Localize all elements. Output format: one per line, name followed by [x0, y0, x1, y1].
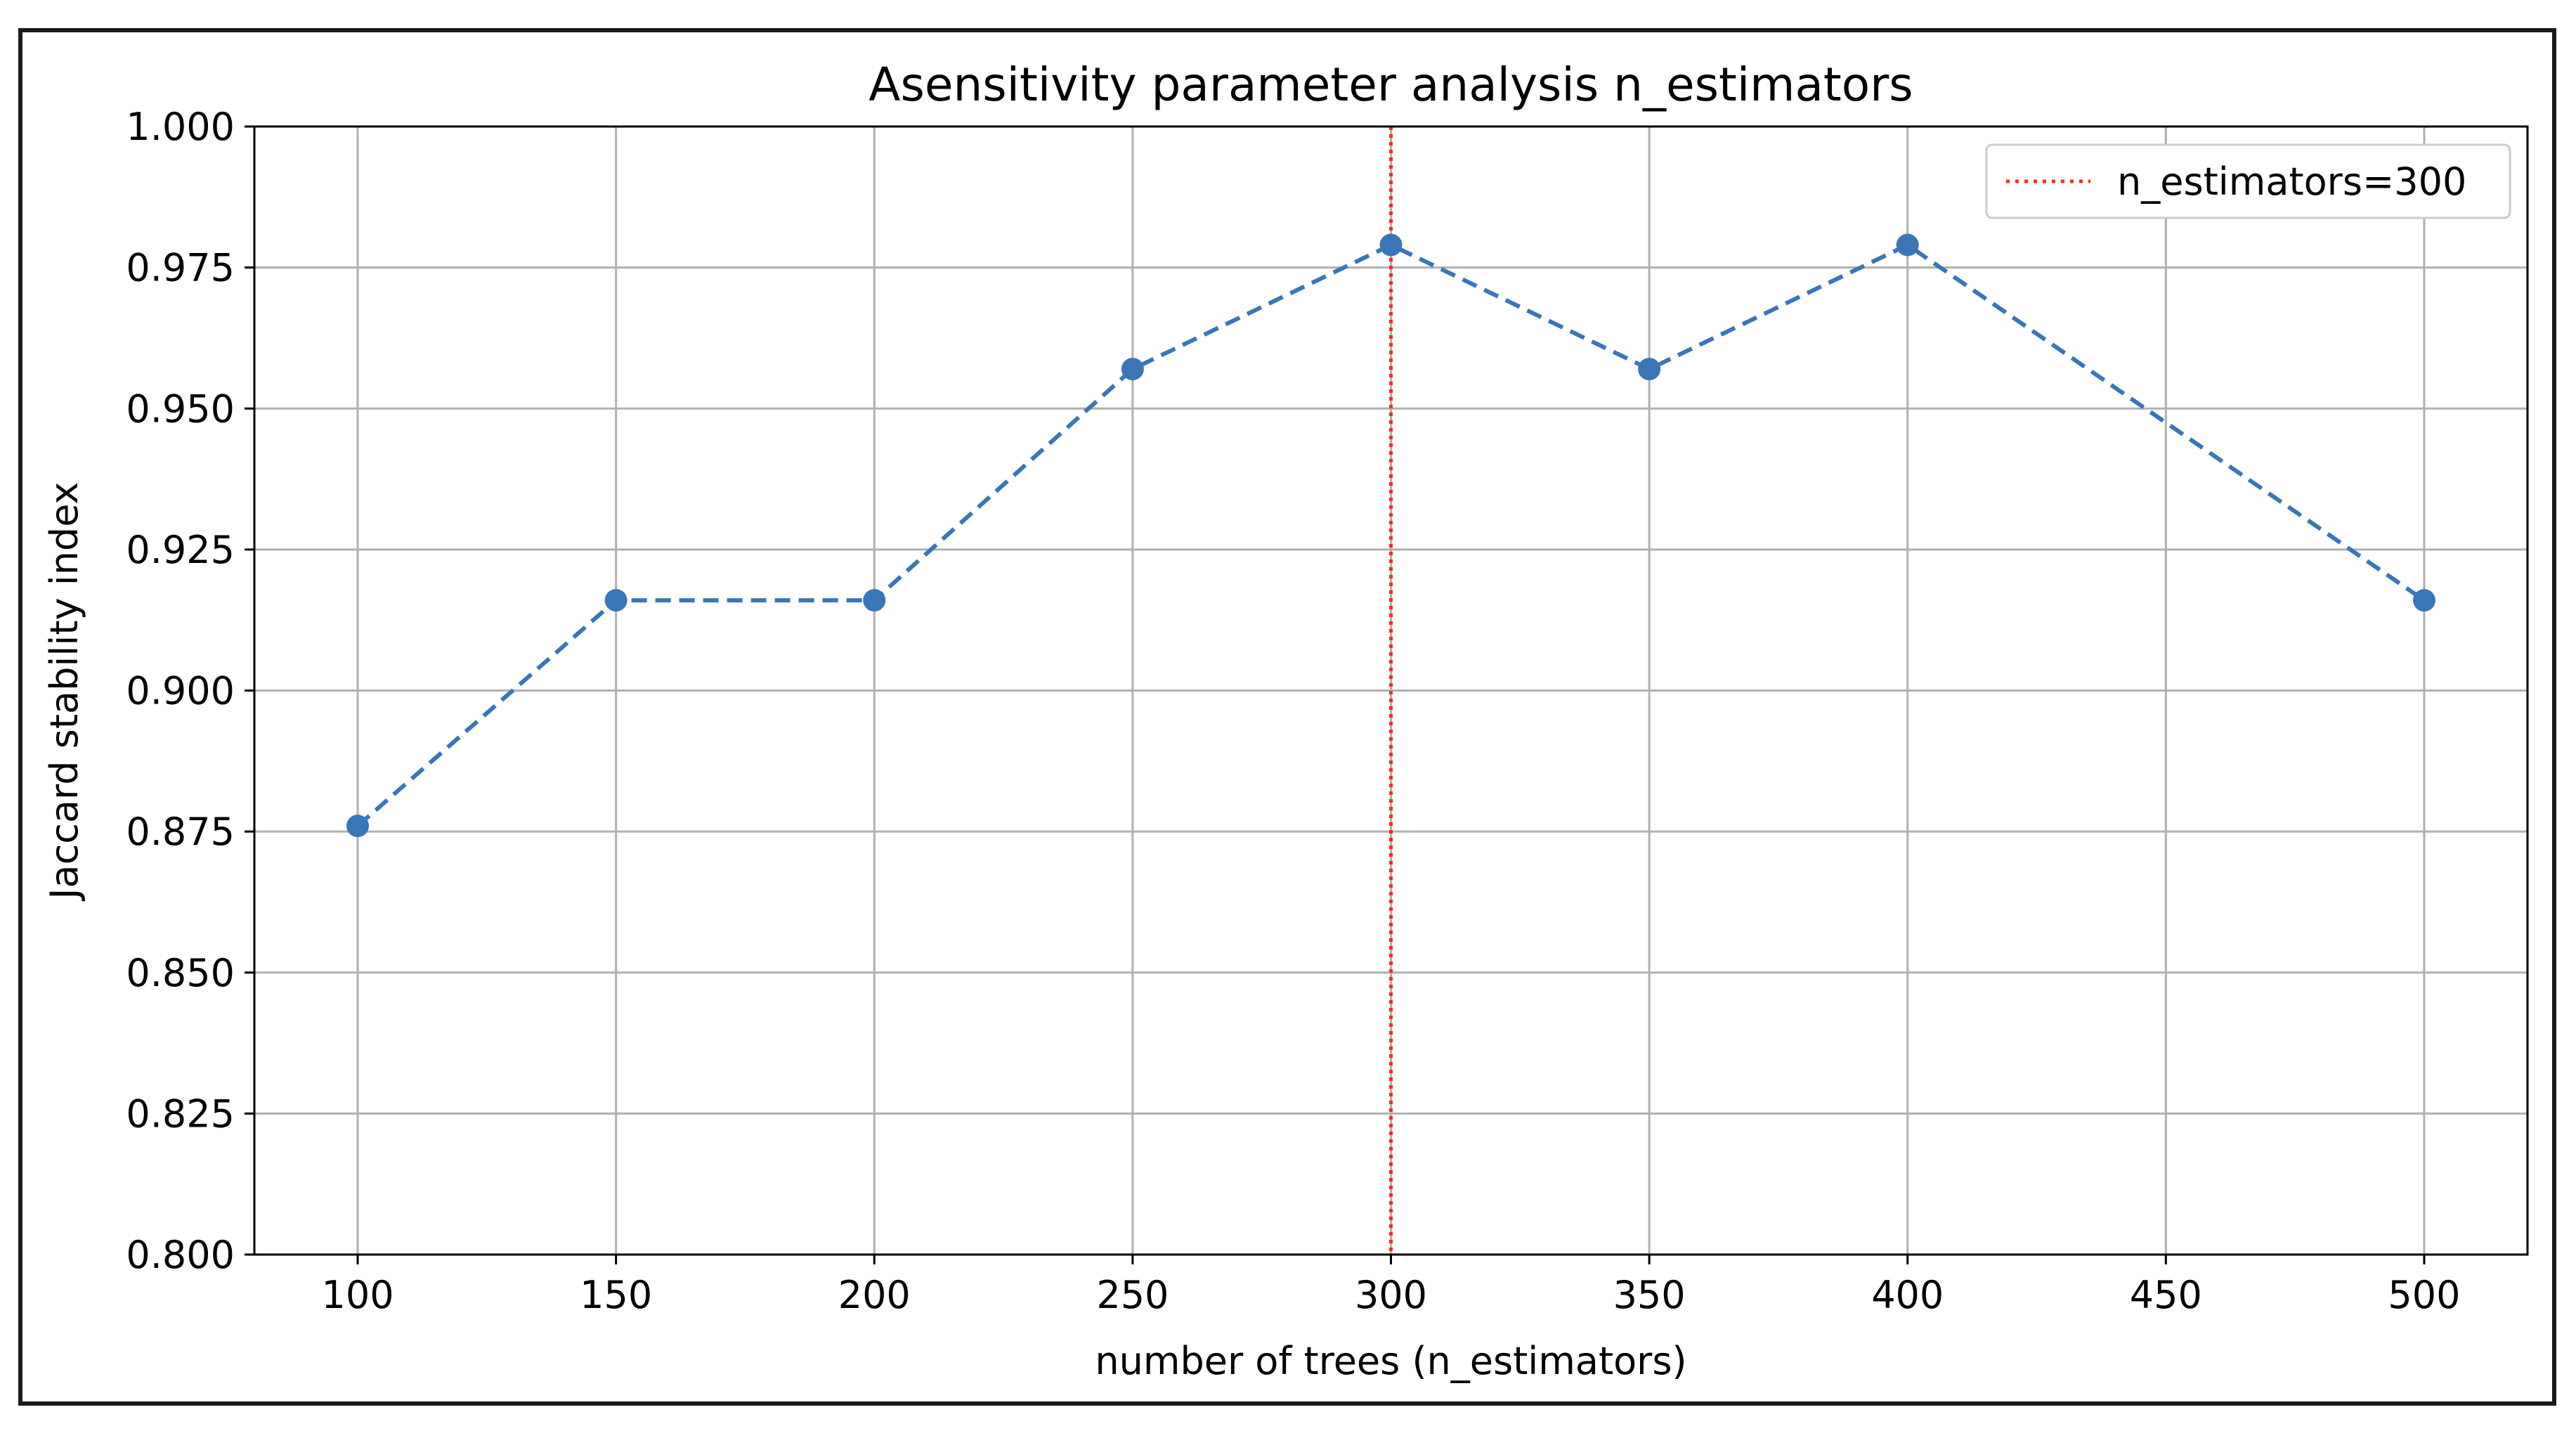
y-axis-ticks: 0.800 0.825 0.850 0.875 0.900 0.925 0.950 0.975…	[126, 105, 254, 1277]
data-point	[1379, 233, 1403, 257]
y-tick-label: 0.875	[126, 810, 235, 854]
x-tick-label: 250	[1096, 1273, 1169, 1317]
y-tick-label: 0.950	[126, 387, 235, 431]
legend-box	[1985, 143, 2511, 219]
figure-frame	[18, 28, 2556, 1406]
x-axis-ticks: 100 150 200 250 300 350 400 450 500	[322, 1255, 2460, 1317]
x-tick-label: 200	[838, 1273, 911, 1317]
y-axis-label: Jaccard stability index	[42, 482, 86, 902]
x-tick-label: 350	[1613, 1273, 1686, 1317]
y-tick-label: 0.975	[126, 246, 235, 290]
legend-label: n_estimators=300	[2117, 160, 2466, 204]
y-tick-label: 1.000	[126, 105, 235, 149]
x-tick-label: 150	[580, 1273, 652, 1317]
x-tick-label: 100	[322, 1273, 394, 1317]
series-line	[356, 242, 2426, 828]
data-point	[1896, 233, 1919, 257]
y-tick-label: 0.850	[126, 951, 235, 995]
x-axis-label: number of trees (n_estimators)	[1095, 1339, 1686, 1383]
chart-title: Asensitivity parameter analysis n_estima…	[869, 58, 1913, 112]
data-point	[2412, 589, 2435, 612]
series-layer	[346, 233, 2435, 838]
data-point	[863, 589, 886, 612]
x-tick-label: 500	[2388, 1273, 2460, 1317]
data-point	[604, 589, 627, 612]
y-tick-label: 0.900	[126, 669, 235, 713]
data-point	[1638, 358, 1661, 381]
x-tick-label: 450	[2130, 1273, 2202, 1317]
y-tick-label: 0.825	[126, 1092, 235, 1136]
y-tick-label: 0.925	[126, 528, 235, 572]
data-point	[346, 815, 370, 838]
x-tick-label: 400	[1871, 1273, 1944, 1317]
x-tick-label: 300	[1355, 1273, 1427, 1317]
y-tick-label: 0.800	[126, 1233, 235, 1277]
data-point	[1121, 358, 1144, 381]
legend: n_estimators=300	[1985, 143, 2511, 219]
